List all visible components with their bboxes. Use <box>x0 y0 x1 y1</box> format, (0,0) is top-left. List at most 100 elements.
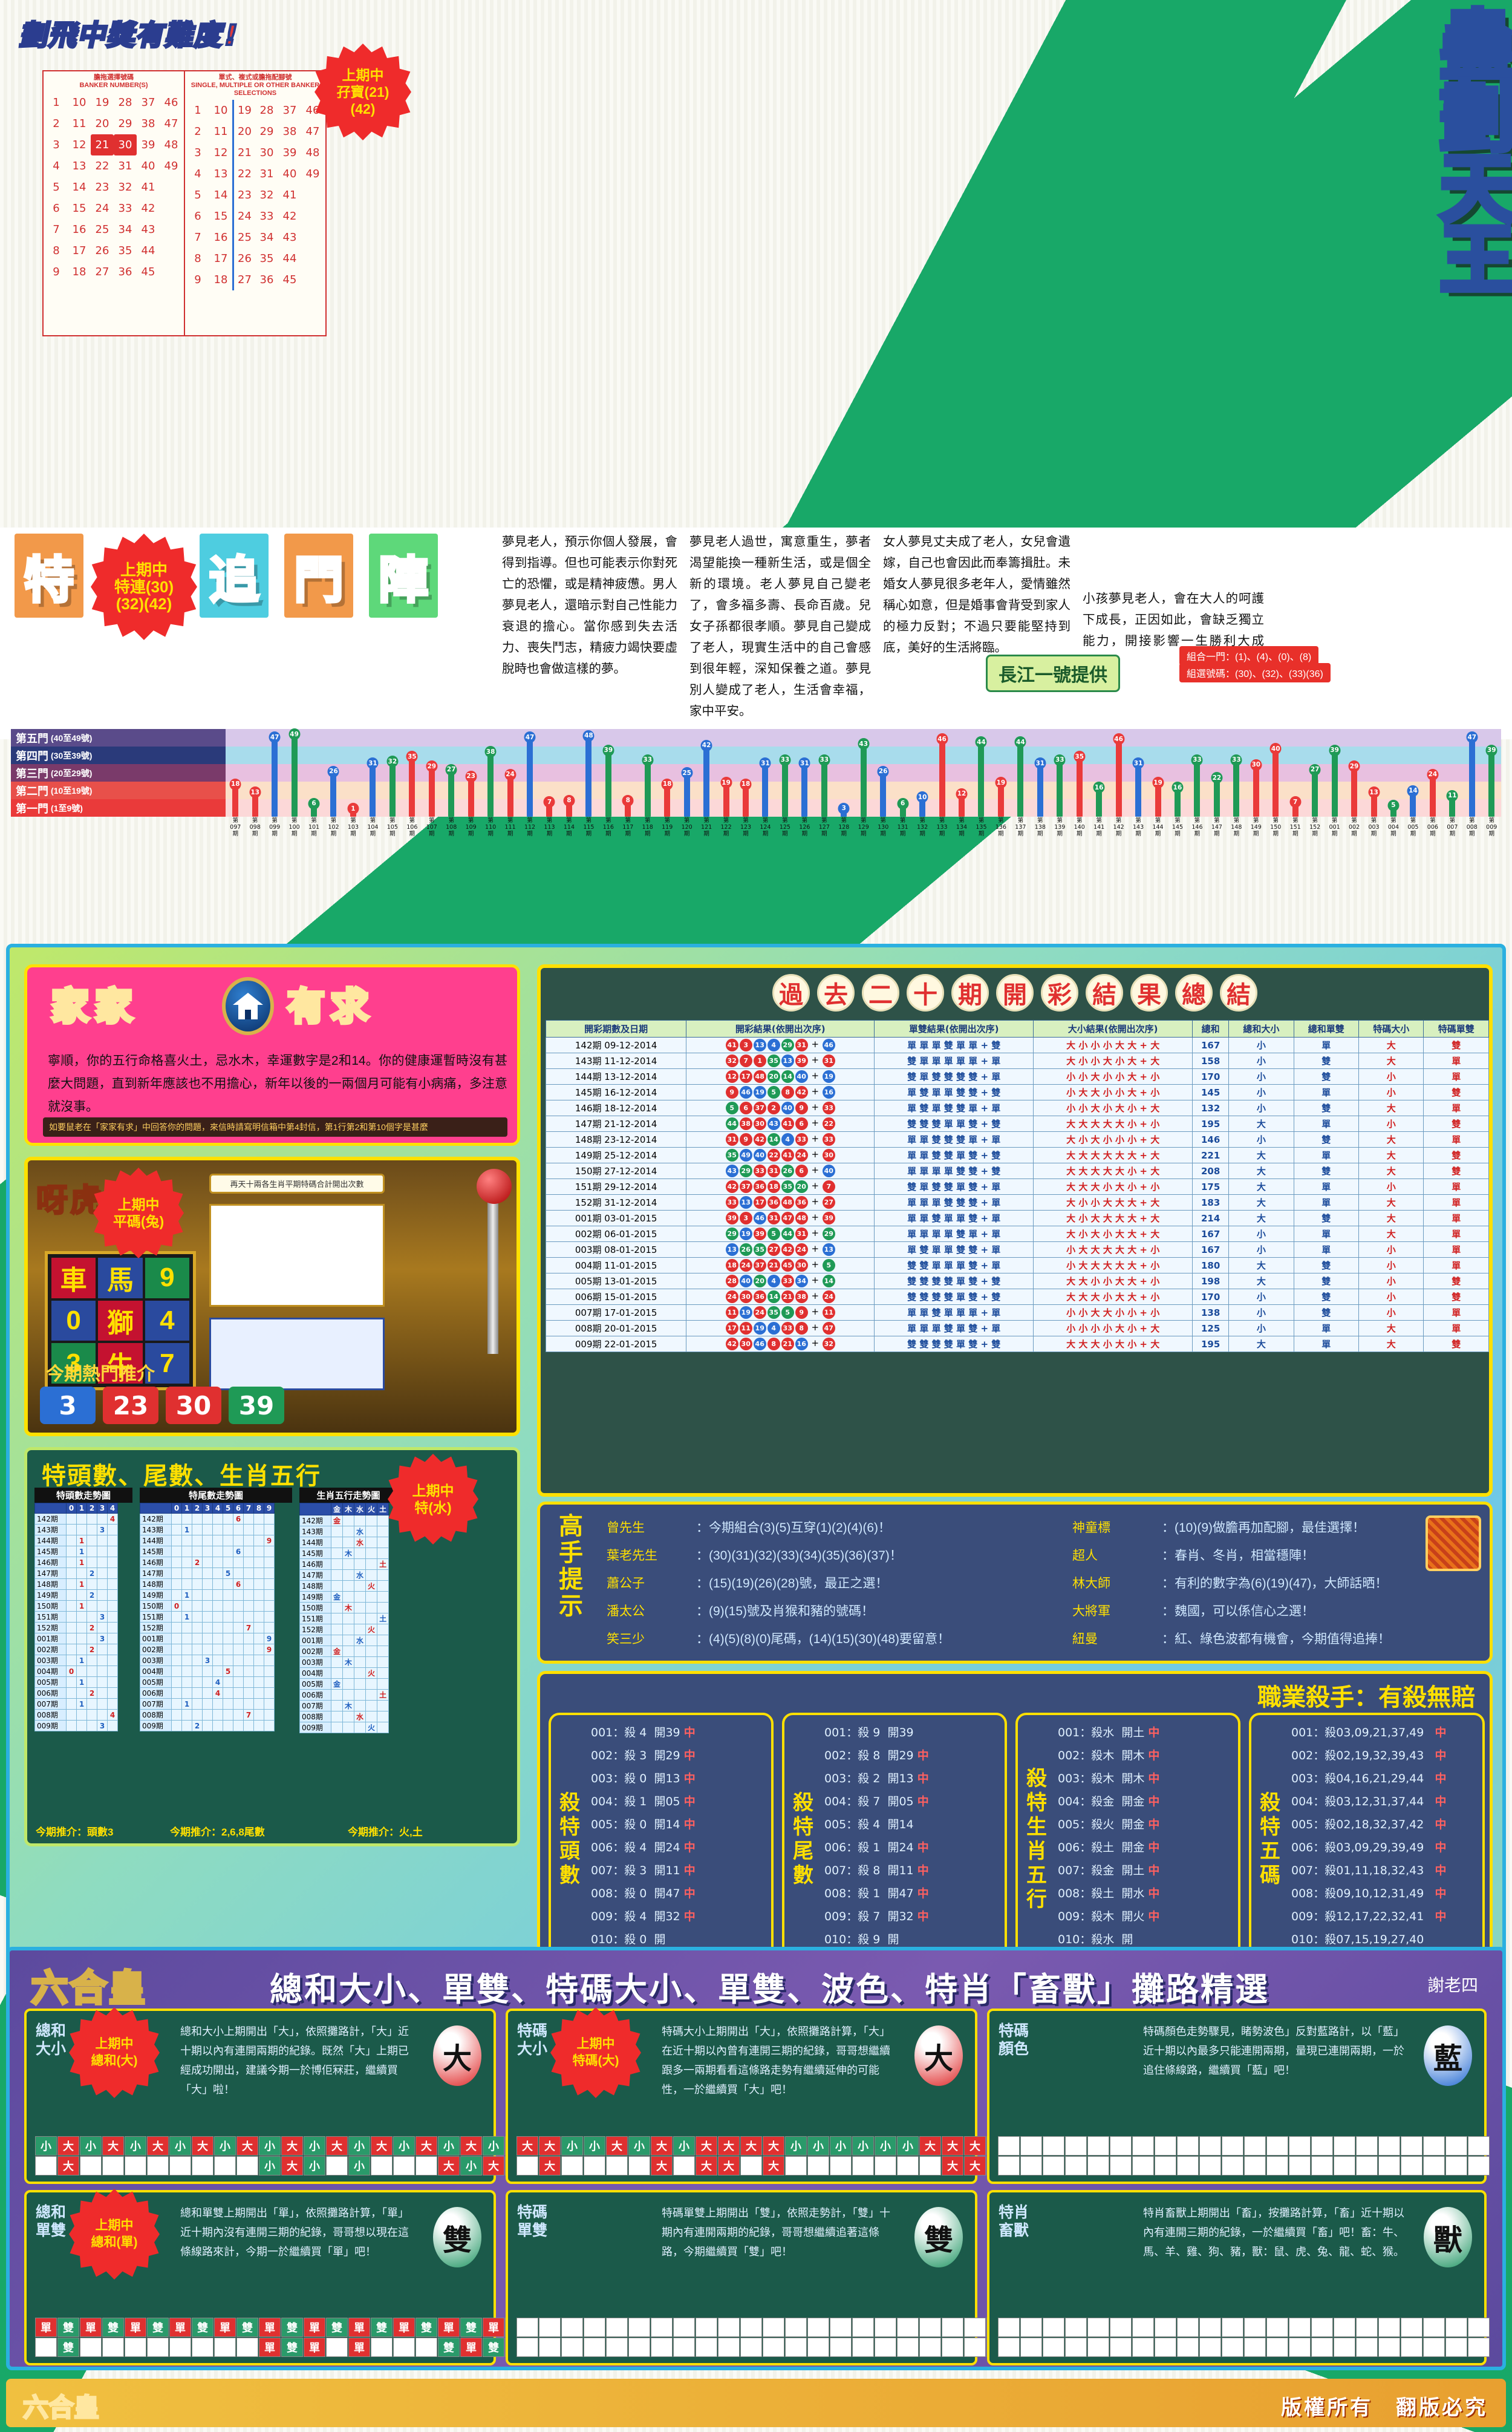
trend-cell <box>264 1655 275 1666</box>
page-footer: 六合皇 版權所有 翻版必究 <box>6 2379 1506 2427</box>
attack-cell: 單 <box>35 2318 57 2337</box>
chart-x-tick: 第 006 期 <box>1427 817 1438 837</box>
trend-cell: 4 <box>212 1687 223 1699</box>
attack-cell: 單 <box>80 2318 102 2337</box>
trend-cell <box>223 1524 233 1535</box>
chart-bar-value: 6 <box>897 797 909 809</box>
attack-cell: 大 <box>942 2136 963 2156</box>
special-big-small: 大 <box>1358 1226 1424 1242</box>
sum-big-small: 小 <box>1228 1304 1294 1321</box>
chart-bar-value: 18 <box>661 778 673 790</box>
chart-x-tick: 第 120 期 <box>681 817 692 837</box>
trend-col-header: 6 <box>233 1503 244 1514</box>
attack-cell: 小 <box>628 2136 650 2156</box>
trend-cell: 1 <box>181 1589 192 1601</box>
attack-cell <box>1110 2156 1132 2175</box>
chart-bar-value: 31 <box>1034 757 1046 770</box>
table-row: 142期 6 <box>140 1513 275 1525</box>
trend-cell <box>66 1578 77 1590</box>
attack-cell <box>830 2318 852 2337</box>
trend-cell: 木 <box>342 1656 355 1668</box>
table-row: 144期 9 <box>140 1535 275 1546</box>
slot-lever-knob[interactable] <box>477 1169 512 1204</box>
chart-x-tick: 第 138 期 <box>1034 817 1046 837</box>
table-row: 004期火 <box>299 1667 389 1679</box>
tip-author: 紐曼 <box>1072 1632 1098 1646</box>
chart-bar: 33 <box>779 754 791 817</box>
trend-period: 148期 <box>299 1580 331 1592</box>
trend-cell <box>171 1557 182 1568</box>
trend-period: 003期 <box>299 1656 331 1668</box>
chart-x-tick: 第 099 期 <box>269 817 281 837</box>
trend-cell <box>171 1578 182 1590</box>
trend-period: 009期 <box>34 1720 67 1731</box>
trend-cell <box>264 1578 275 1590</box>
result-ball: 5 <box>767 1086 780 1099</box>
chart-bar-value: 7 <box>543 796 555 808</box>
attack-cell: 雙 <box>147 2318 169 2337</box>
result-ball: 49 <box>739 1149 752 1162</box>
trend-cell <box>377 1646 389 1657</box>
trend-cell: 金 <box>330 1646 344 1657</box>
special-ball: 47 <box>822 1322 835 1335</box>
sum-odd-even: 雙 <box>1293 1053 1360 1069</box>
table-row: 148期 1 <box>34 1578 118 1590</box>
chart-bar-value: 5 <box>1387 799 1400 811</box>
result-date: 147期 21-12-2014 <box>545 1116 687 1132</box>
trend-period: 149期 <box>140 1589 172 1601</box>
attack-cell <box>942 2318 963 2337</box>
chart-x-tick: 第 128 期 <box>838 817 850 837</box>
attack-cell: 小 <box>785 2136 807 2156</box>
big-small-row: 大 小 大 小 小 小 + 大 <box>1033 1131 1193 1148</box>
attack-cell <box>830 2338 852 2357</box>
attack-cell: 大 <box>964 2136 986 2156</box>
trend-period: 004期 <box>299 1667 331 1679</box>
killer-row: 007：殺 3 開11 中 <box>591 1864 696 1877</box>
attack-cell <box>584 2318 605 2337</box>
chart-bar-slot: 33 <box>1227 729 1246 817</box>
killer-title: 職業殺手：有殺無賠 <box>1257 1684 1475 1711</box>
trend-cell <box>365 1678 378 1690</box>
results-col-header: 特碼單雙 <box>1423 1020 1489 1038</box>
hit-marker: 中 <box>683 1910 696 1923</box>
table-row: 149期 25-12-2014 35 49 40 22 41 24 + 30 單 單 雙 雙 … <box>545 1147 1489 1163</box>
chart-bar: 6 <box>897 797 909 817</box>
trend-period: 142期 <box>299 1515 331 1526</box>
hit-marker: 中 <box>683 1864 696 1877</box>
big-small-row: 大 小 小 小 大 大 + 大 <box>1033 1037 1193 1053</box>
trend-cell <box>107 1698 118 1710</box>
result-numbers: 5 6 37 2 40 9 + 33 <box>686 1100 875 1116</box>
chart-x-axis: 第 097 期第 098 期第 099 期第 100 期第 101 期第 102 期第 103 期第 104 期… <box>226 817 1501 837</box>
trend-cell <box>212 1546 223 1557</box>
special-ball: 7 <box>822 1180 835 1193</box>
attack-cell <box>1155 2136 1176 2156</box>
trend-cell <box>192 1665 203 1677</box>
chart-x-tick: 第 002 期 <box>1348 817 1360 837</box>
hit-marker: 中 <box>683 1887 696 1900</box>
big-small-row: 大 大 大 大 大 小 + 小 <box>1033 1116 1193 1132</box>
trend-tbl2-title: 特尾數走勢圖 <box>140 1488 292 1503</box>
chart-bar: 31 <box>1132 757 1144 817</box>
chart-bar-value: 33 <box>1054 754 1066 766</box>
trend-cell: 2 <box>86 1567 97 1579</box>
hit-marker: 中 <box>683 1818 696 1831</box>
chart-x-tick: 第 098 期 <box>249 817 261 837</box>
band-badge-line1: 上期中 <box>120 561 168 579</box>
sum-odd-even: 雙 <box>1293 1210 1360 1226</box>
trend-foot-2: 今期推介：2,6,8尾數 <box>170 1826 265 1838</box>
trend-cell <box>233 1698 244 1710</box>
trend-cell <box>342 1613 355 1624</box>
chart-bar-slot: 29 <box>422 729 442 817</box>
trend-cell <box>181 1513 192 1525</box>
chart-bar: 33 <box>818 754 830 817</box>
attack-cell: 小 <box>214 2136 236 2156</box>
killer-box-rows: 001：殺03,09,21,37,49 中 002：殺02,19,32,39,43… <box>1289 1715 1482 1963</box>
chart-bar: 33 <box>1230 754 1242 817</box>
trend-cell: 7 <box>243 1622 254 1633</box>
chart-bar-value: 48 <box>582 730 595 742</box>
special-ball: 29 <box>822 1227 835 1240</box>
slot-reel-cell: 3 <box>51 1343 96 1384</box>
result-ball: 29 <box>739 1165 752 1177</box>
special-odd-even: 單 <box>1423 1053 1489 1069</box>
chart-bar: 40 <box>1269 743 1282 817</box>
